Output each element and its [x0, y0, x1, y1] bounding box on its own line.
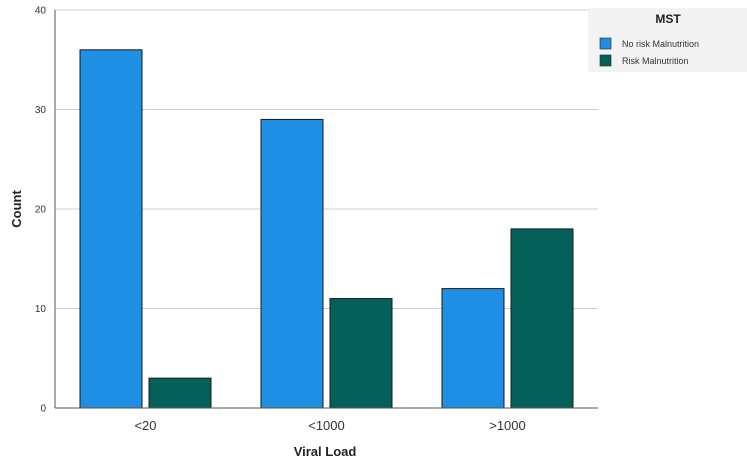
x-tick-label: <1000 [308, 418, 345, 433]
y-axis-title: Count [9, 190, 24, 228]
y-tick-label: 30 [35, 105, 47, 116]
gridlines [55, 9, 598, 309]
bar-risk-0 [148, 377, 212, 409]
axes [54, 10, 598, 409]
legend-background [588, 8, 747, 72]
bar-no-risk-2 [441, 288, 505, 409]
y-tick-label: 0 [40, 404, 46, 415]
bar-risk-2 [510, 228, 574, 409]
x-tick-label: <20 [134, 418, 156, 433]
bars [79, 49, 574, 409]
x-axis-title: Viral Load [294, 444, 357, 459]
y-tick-label: 10 [35, 304, 47, 315]
y-tick-label: 40 [35, 6, 47, 17]
bar-no-risk-1 [260, 118, 324, 409]
legend-swatch-risk [599, 54, 612, 67]
bar-risk-1 [329, 298, 393, 409]
x-tick-labels: <20 <1000 >1000 [134, 418, 525, 433]
legend-title: MST [655, 12, 681, 26]
bar-no-risk-0 [79, 49, 143, 409]
y-tick-label: 20 [35, 205, 47, 216]
legend-swatch-no-risk [599, 37, 612, 50]
legend-label-risk: Risk Malnutrition [622, 56, 689, 66]
y-tick-labels: 0 10 20 30 40 [35, 6, 47, 415]
legend: MST No risk Malnutrition Risk Malnutriti… [588, 8, 747, 72]
legend-label-no-risk: No risk Malnutrition [622, 39, 699, 49]
x-tick-label: >1000 [489, 418, 526, 433]
